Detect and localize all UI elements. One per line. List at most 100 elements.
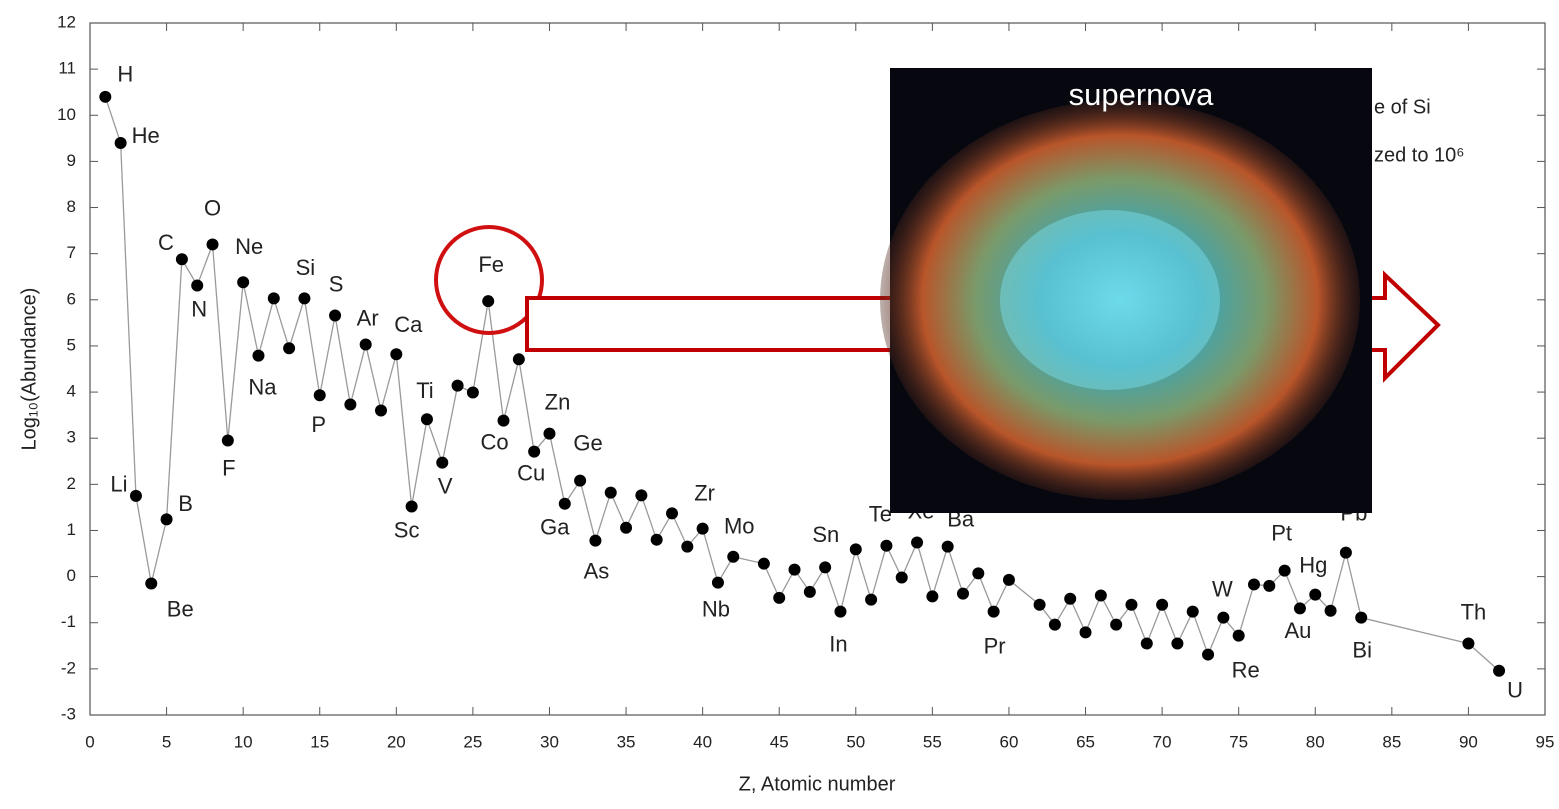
data-point xyxy=(1186,605,1199,618)
x-tick-label: 75 xyxy=(1229,732,1248,751)
data-point xyxy=(99,90,112,103)
x-tick-label: 70 xyxy=(1153,732,1172,751)
data-point xyxy=(267,292,280,305)
data-point xyxy=(160,513,173,526)
data-point xyxy=(482,295,495,308)
data-point xyxy=(727,550,740,563)
image-caption: supernova xyxy=(1069,77,1215,112)
y-tick-label: 1 xyxy=(67,520,76,539)
data-point xyxy=(834,605,847,618)
point-label: Zn xyxy=(545,389,571,414)
point-label: Co xyxy=(480,429,508,454)
data-point xyxy=(420,413,433,426)
x-axis-label: Z, Atomic number xyxy=(739,773,896,795)
point-label: Re xyxy=(1232,657,1260,682)
data-point xyxy=(191,279,204,292)
y-tick-label: 4 xyxy=(67,382,76,401)
data-point xyxy=(1140,637,1153,650)
point-label: V xyxy=(438,473,453,498)
x-tick-label: 10 xyxy=(234,732,253,751)
data-point xyxy=(1064,592,1077,605)
data-point xyxy=(650,533,663,546)
data-point xyxy=(696,522,709,535)
y-tick-label: 12 xyxy=(57,12,76,31)
y-tick-label: 6 xyxy=(67,289,76,308)
point-label: O xyxy=(204,195,221,220)
y-tick-label: -2 xyxy=(61,658,76,677)
data-point xyxy=(451,379,464,392)
data-point xyxy=(145,577,158,590)
y-axis-label: Log₁₀(Abundance) xyxy=(18,288,40,451)
data-point xyxy=(283,342,296,355)
data-point xyxy=(329,309,342,322)
x-tick-label: 60 xyxy=(999,732,1018,751)
x-tick-label: 95 xyxy=(1536,732,1555,751)
x-tick-label: 65 xyxy=(1076,732,1095,751)
point-label: Si xyxy=(296,255,316,280)
data-point xyxy=(1248,578,1260,591)
point-label: Ge xyxy=(573,430,602,455)
x-tick-label: 50 xyxy=(846,732,865,751)
data-point xyxy=(436,456,449,469)
y-tick-label: -1 xyxy=(61,612,76,631)
data-point xyxy=(221,434,234,447)
data-point xyxy=(1171,637,1184,650)
data-point xyxy=(1094,589,1107,602)
data-point xyxy=(865,593,878,606)
point-label: Na xyxy=(248,374,277,399)
data-point xyxy=(1033,598,1046,611)
data-point xyxy=(849,543,862,556)
data-point xyxy=(114,136,127,149)
data-point xyxy=(375,404,387,417)
data-point xyxy=(344,398,357,411)
data-point xyxy=(175,253,188,266)
x-tick-label: 80 xyxy=(1306,732,1325,751)
point-label: H xyxy=(117,62,133,87)
data-point xyxy=(574,474,587,487)
data-point xyxy=(773,591,786,604)
data-point xyxy=(359,338,372,351)
point-label: As xyxy=(584,558,610,583)
data-point xyxy=(1493,664,1506,677)
data-point xyxy=(957,587,969,600)
data-point xyxy=(941,540,954,553)
data-point xyxy=(1462,637,1475,650)
data-point xyxy=(1339,546,1352,559)
data-point xyxy=(788,563,801,576)
data-point xyxy=(620,521,633,534)
data-point xyxy=(987,605,1000,618)
data-point xyxy=(1202,648,1215,661)
data-point xyxy=(1079,626,1092,639)
point-label: N xyxy=(191,296,207,321)
x-tick-label: 5 xyxy=(162,732,171,751)
data-point xyxy=(1355,611,1368,624)
data-point xyxy=(1324,604,1337,617)
point-label: S xyxy=(329,271,344,296)
point-label: Ga xyxy=(540,515,570,540)
data-point xyxy=(1002,573,1015,586)
nebula-core xyxy=(1000,210,1220,390)
data-point xyxy=(711,576,724,589)
point-label: Sn xyxy=(812,522,839,547)
data-point xyxy=(298,292,311,305)
y-tick-label: 7 xyxy=(67,243,76,262)
annotation: zed to 10⁶ xyxy=(1374,144,1465,166)
data-point xyxy=(206,238,219,251)
data-point xyxy=(543,427,556,440)
data-point xyxy=(558,497,571,510)
data-point xyxy=(604,486,617,499)
data-point xyxy=(1156,598,1169,611)
point-label: Bi xyxy=(1352,637,1372,662)
y-tick-label: 0 xyxy=(67,566,76,585)
point-label: Ti xyxy=(416,378,434,403)
data-point xyxy=(466,386,479,399)
highlight-circle xyxy=(434,225,544,335)
data-point xyxy=(895,571,908,584)
data-point xyxy=(237,276,250,289)
y-tick-label: 11 xyxy=(58,59,76,78)
data-point xyxy=(1125,598,1138,611)
point-label: Pt xyxy=(1271,520,1292,545)
point-label: Zr xyxy=(694,480,715,505)
point-label: U xyxy=(1507,678,1523,703)
y-tick-label: 5 xyxy=(67,335,76,354)
